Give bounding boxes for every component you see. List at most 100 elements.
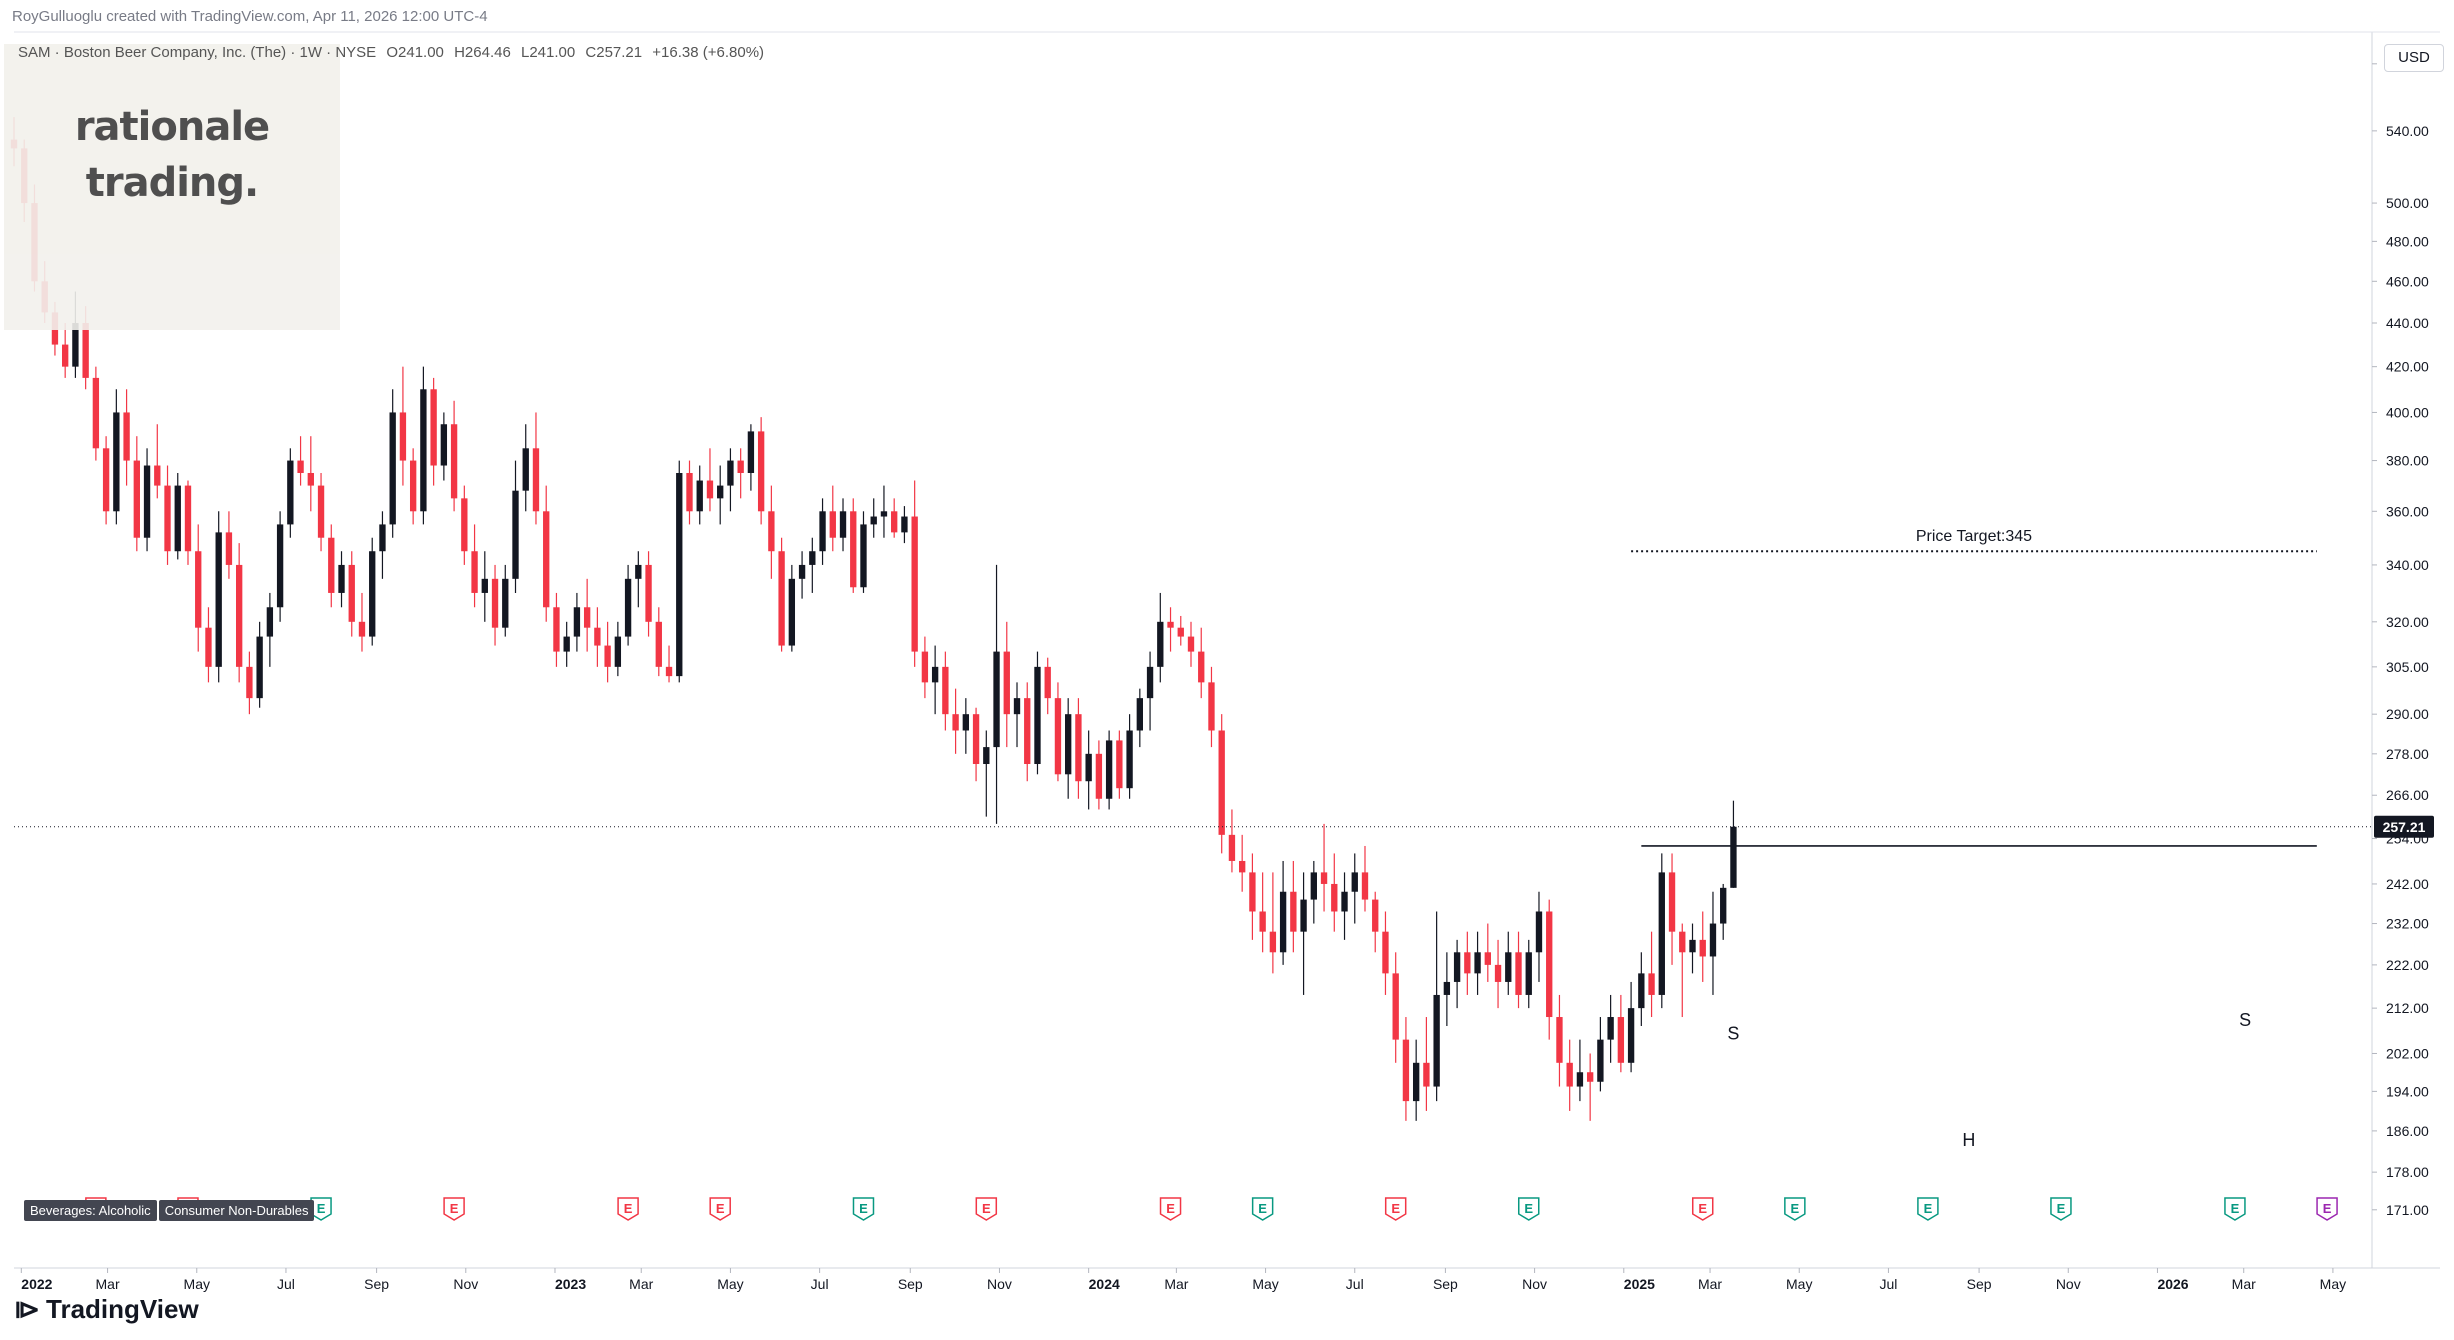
y-tick-label: 480.00: [2386, 233, 2429, 249]
candle-body: [1239, 860, 1246, 873]
earnings-marker-label: E: [450, 1201, 459, 1216]
candle-body: [1720, 887, 1727, 924]
symbol-legend[interactable]: SAM · Boston Beer Company, Inc. (The) · …: [18, 44, 764, 61]
y-tick-label: 222.00: [2386, 957, 2429, 973]
candle-body: [1556, 1017, 1563, 1063]
earnings-marker[interactable]: [1159, 1197, 1182, 1221]
earnings-marker-label: E: [1258, 1201, 1267, 1216]
earnings-marker[interactable]: [2050, 1197, 2072, 1221]
candle-body: [1013, 698, 1021, 715]
candle-body: [665, 666, 673, 677]
candle-body: [594, 627, 601, 646]
candle-body: [573, 607, 581, 637]
candle-body: [1505, 952, 1512, 982]
candle-body: [1218, 730, 1225, 835]
candle-body: [1208, 682, 1215, 731]
earnings-marker[interactable]: [443, 1197, 465, 1221]
candle-body: [1597, 1039, 1604, 1082]
candle-body: [1044, 666, 1051, 699]
y-tick-label: 232.00: [2386, 916, 2429, 932]
candle-body: [256, 636, 263, 699]
candle-body: [1402, 1039, 1410, 1102]
y-tick-label: 212.00: [2386, 1000, 2429, 1016]
open-value: 241.00: [398, 44, 444, 61]
price-target: Price Target:345: [1631, 528, 2317, 553]
earnings-marker-label: E: [859, 1201, 868, 1216]
candle-body: [635, 564, 642, 579]
currency-button[interactable]: USD: [2384, 44, 2444, 72]
candle-body: [1607, 1017, 1614, 1040]
x-axis[interactable]: 2022 Mar May Jul Sep Nov 2023 Mar May Jul Sep Nov 20…: [20, 1268, 2346, 1292]
candle-body: [931, 666, 939, 683]
y-tick-label: 460.00: [2386, 273, 2429, 289]
candle-body: [307, 472, 314, 486]
candle-body: [1484, 952, 1491, 965]
candle-body: [1515, 952, 1522, 995]
candle-body: [338, 564, 345, 593]
y-tick-label: 400.00: [2386, 404, 2429, 420]
y-tick-label: 254.00: [2386, 831, 2429, 847]
candle-body: [1372, 899, 1379, 932]
candle-body: [870, 516, 877, 525]
candle-body: [604, 645, 611, 667]
earnings-marker[interactable]: [1691, 1197, 1714, 1221]
candle-body: [880, 511, 888, 517]
candle-body: [72, 323, 79, 367]
candle-body: [1269, 931, 1277, 953]
brand-name: TradingView: [46, 1294, 199, 1324]
y-tick-label: 440.00: [2386, 315, 2429, 331]
earnings-marker[interactable]: [852, 1197, 875, 1221]
earnings-marker[interactable]: [975, 1197, 998, 1221]
tradingview-logo[interactable]: ⧐ TradingView: [14, 1294, 199, 1325]
candle-body: [1668, 872, 1676, 932]
earnings-markers[interactable]: EEEEEEEEEEEEEEEEEE: [85, 1197, 2338, 1221]
earnings-marker[interactable]: [1384, 1197, 1407, 1221]
candle-body: [1576, 1072, 1584, 1087]
candle-body: [1157, 621, 1164, 667]
close-label: C: [585, 44, 597, 61]
earnings-marker[interactable]: [1917, 1197, 1939, 1221]
candle-body: [1075, 714, 1082, 782]
candle-body: [287, 460, 294, 525]
x-tick-label: Sep: [364, 1276, 389, 1292]
candle-body: [348, 564, 355, 622]
candle-body: [860, 524, 867, 588]
earnings-marker-label: E: [624, 1201, 633, 1216]
earnings-marker-label: E: [2231, 1201, 2240, 1216]
earnings-marker[interactable]: [1784, 1197, 1806, 1221]
earnings-marker[interactable]: [1251, 1197, 1274, 1221]
tradingview-logo-icon: ⧐: [14, 1294, 40, 1324]
x-tick-label: 2022: [21, 1276, 52, 1292]
price-target-label: Price Target:345: [1916, 528, 2032, 545]
y-tick-label: 278.00: [2386, 746, 2429, 762]
candle-body: [624, 578, 632, 637]
earnings-marker[interactable]: [617, 1197, 639, 1221]
candle-body: [921, 651, 929, 683]
candle-body: [369, 551, 376, 637]
earnings-marker[interactable]: [2316, 1197, 2338, 1221]
candle-body: [502, 578, 509, 628]
earnings-marker[interactable]: [709, 1197, 731, 1221]
candle-body: [522, 448, 529, 491]
earnings-marker[interactable]: [2224, 1197, 2246, 1221]
candle-body: [778, 551, 785, 646]
candle-body: [1003, 651, 1010, 715]
candle-body: [113, 412, 120, 512]
candle-body: [1167, 621, 1174, 628]
y-axis[interactable]: 171.00 178.00 186.00 194.00 202.00 212.00 222.…: [2372, 56, 2429, 1218]
candle-body: [706, 480, 714, 499]
candle-body: [1525, 952, 1532, 995]
candle-body: [1065, 714, 1072, 775]
x-tick-label: Sep: [898, 1276, 923, 1292]
candle-body: [717, 485, 724, 499]
last-price-badge: [2374, 815, 2434, 838]
candle-body: [82, 323, 89, 378]
y-tick-label: 171.00: [2386, 1202, 2429, 1218]
candle-body: [645, 564, 652, 622]
candle-body: [1689, 939, 1696, 953]
earnings-marker[interactable]: [1518, 1197, 1540, 1221]
candle-body: [235, 564, 243, 667]
pattern-labels: S H S: [1727, 1010, 2251, 1150]
x-tick-label: Mar: [1698, 1276, 1722, 1292]
